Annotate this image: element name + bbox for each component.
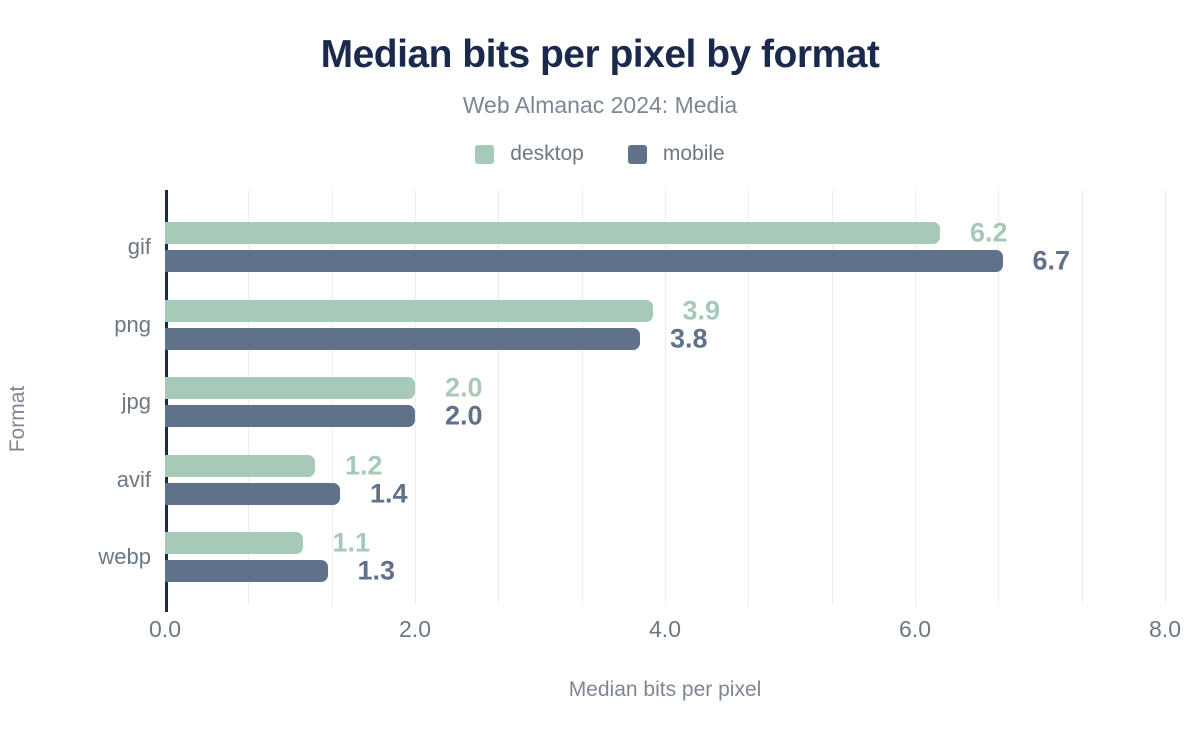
bar-desktop-avif[interactable] (165, 454, 315, 477)
bar-mobile-avif[interactable] (165, 482, 340, 505)
value-label-desktop-jpg: 2.0 (445, 372, 483, 403)
category-label-avif: avif (116, 466, 151, 492)
category-label-png: png (114, 311, 151, 337)
category-label-webp: webp (98, 544, 151, 569)
gridline (831, 190, 833, 605)
bar-mobile-webp[interactable] (165, 560, 328, 582)
x-tick-label-4.0: 4.0 (649, 616, 681, 642)
legend: desktop mobile (0, 142, 1200, 166)
gridline (1081, 190, 1083, 605)
x-tick-label-6.0: 6.0 (899, 616, 931, 642)
y-axis-line (165, 190, 168, 612)
gridline (665, 190, 666, 605)
y-axis-label: Format (6, 385, 29, 453)
value-label-desktop-gif: 6.2 (970, 217, 1008, 248)
value-label-desktop-png: 3.9 (682, 295, 721, 325)
chart-title: Median bits per pixel by format (320, 33, 880, 76)
plot-area: gif 6.2 6.7 png 3.9 3.8 jpg 2.0 2.0 avif 1.2 1.4 web… (98, 190, 1166, 612)
legend-swatch-mobile (627, 144, 647, 164)
value-label-mobile-jpg: 2.0 (445, 400, 483, 431)
x-axis-label: Median bits per pixel (568, 678, 762, 701)
value-label-mobile-webp: 1.3 (357, 555, 396, 586)
gridline (1165, 190, 1166, 605)
gridline (998, 190, 1000, 605)
legend-item-desktop[interactable]: desktop (475, 142, 584, 166)
x-tick-label-0.0: 0.0 (149, 616, 181, 642)
gridline (915, 190, 916, 605)
gridline (498, 190, 500, 605)
gridline (415, 190, 416, 605)
value-label-mobile-gif: 6.7 (1032, 245, 1071, 276)
bar-desktop-webp[interactable] (165, 532, 303, 554)
bar-desktop-gif[interactable] (165, 222, 940, 244)
x-tick-label-8.0: 8.0 (1149, 616, 1181, 642)
bar-mobile-jpg[interactable] (165, 405, 415, 427)
value-label-mobile-png: 3.8 (670, 323, 708, 353)
gridline (581, 190, 583, 605)
x-tick-label-2.0: 2.0 (399, 616, 431, 642)
value-label-desktop-webp: 1.1 (332, 527, 371, 558)
gridline (748, 190, 750, 605)
bar-desktop-jpg[interactable] (165, 377, 415, 399)
category-label-gif: gif (127, 234, 151, 259)
value-label-mobile-avif: 1.4 (370, 478, 408, 508)
legend-swatch-desktop (475, 144, 495, 164)
chart-subtitle: Web Almanac 2024: Media (462, 92, 738, 118)
legend-item-mobile[interactable]: mobile (627, 142, 725, 166)
bar-mobile-png[interactable] (165, 327, 640, 350)
x-axis-ticks: 0.0 2.0 4.0 6.0 8.0 (149, 616, 1181, 646)
category-label-jpg: jpg (121, 389, 151, 414)
value-label-desktop-avif: 1.2 (345, 450, 383, 480)
legend-label-desktop: desktop (510, 142, 584, 165)
legend-label-mobile: mobile (662, 142, 725, 165)
bar-mobile-gif[interactable] (165, 250, 1003, 272)
bar-desktop-png[interactable] (165, 299, 653, 322)
